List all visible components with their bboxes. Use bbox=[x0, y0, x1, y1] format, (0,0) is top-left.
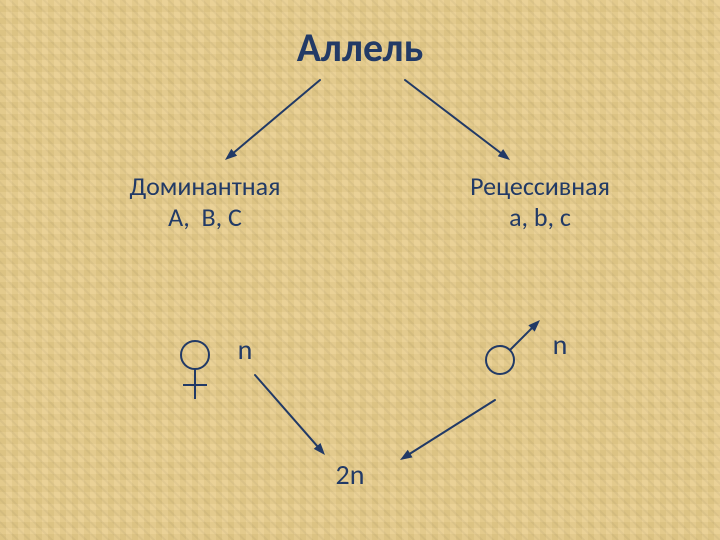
title-label: Аллель bbox=[297, 24, 424, 72]
n-right-label: n bbox=[553, 328, 568, 362]
n-left-label: n bbox=[238, 333, 253, 367]
recessive-label: Рецессивная а, b, с bbox=[470, 171, 610, 233]
diagram-canvas: Аллель Доминантная А, В, С Рецессивная а… bbox=[0, 0, 720, 540]
two-n-label: 2n bbox=[336, 458, 365, 492]
dominant-label: Доминантная А, В, С bbox=[130, 171, 281, 233]
